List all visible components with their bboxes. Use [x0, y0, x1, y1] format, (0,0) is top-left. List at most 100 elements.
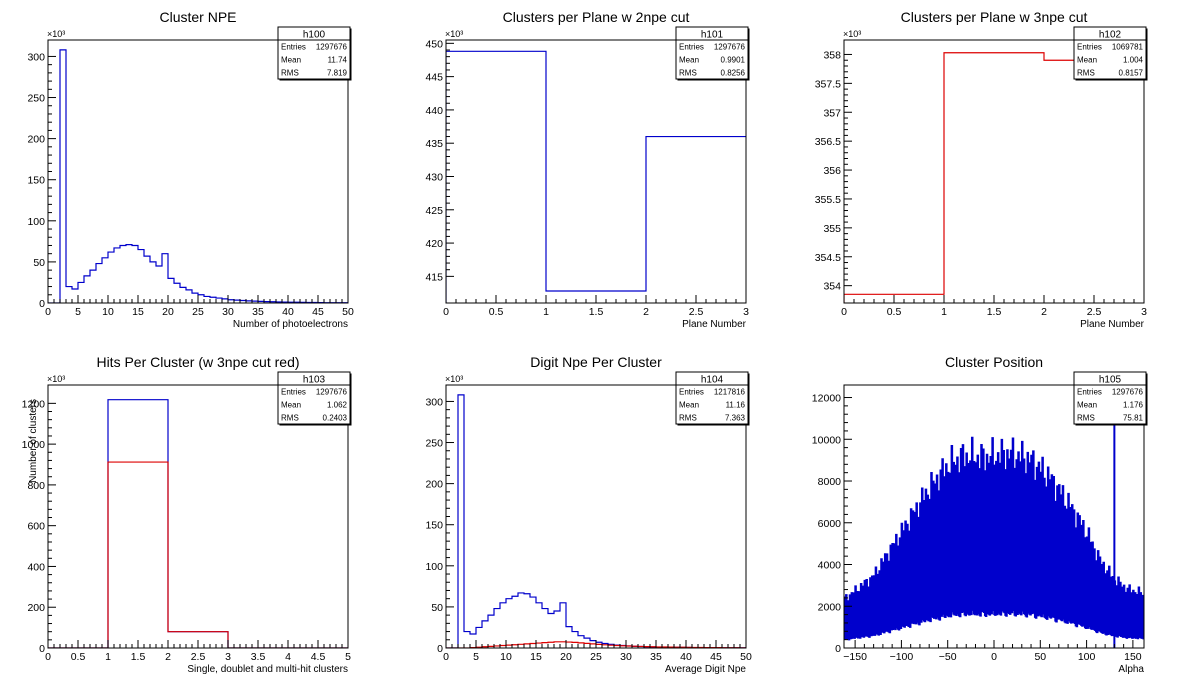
y-tick-label: 250 [27, 93, 45, 105]
x-tick-label: 100 [1078, 651, 1096, 663]
y-tick-label: 357 [823, 107, 841, 119]
stats-label: Entries [281, 388, 306, 397]
y-tick-label: 200 [27, 134, 45, 146]
x-tick-label: 30 [222, 306, 234, 318]
x-tick-label: 45 [710, 651, 722, 663]
y-exponent-label: ×10³ [445, 374, 463, 384]
stats-label: RMS [679, 414, 697, 423]
x-tick-label: 3 [1141, 306, 1147, 318]
y-tick-label: 356 [823, 165, 841, 177]
x-tick-label: 1.5 [987, 306, 1002, 318]
stats-box-name: h100 [303, 30, 326, 41]
x-tick-label: 1 [543, 306, 549, 318]
stats-box-name: h102 [1099, 30, 1122, 41]
y-tick-label: 250 [425, 438, 443, 450]
stats-box: h104 Entries 1217816 Mean 11.16 RMS 7.363 [675, 371, 750, 426]
x-tick-label: 50 [740, 651, 752, 663]
pad-h103: Hits Per Cluster (w 3npe cut red) 0 0.5 1 1.… [0, 345, 398, 690]
x-tick-label: 2.5 [1087, 306, 1102, 318]
y-tick-label: 0 [39, 643, 45, 655]
stats-label: RMS [679, 69, 697, 78]
stats-label: Mean [281, 401, 301, 410]
y-tick-label: 400 [27, 561, 45, 573]
stats-value: 1069781 [1112, 43, 1144, 52]
x-tick-label: 15 [530, 651, 542, 663]
x-tick-label: 150 [1124, 651, 1142, 663]
x-tick-label: 50 [1034, 651, 1046, 663]
x-tick-label: 2 [643, 306, 649, 318]
y-exponent-label: ×10³ [843, 29, 861, 39]
chart-svg: Cluster NPE 0 5 10 15 20 25 30 35 40 45 50 0 50 100 150… [27, 9, 354, 330]
chart-title: Clusters per Plane w 3npe cut [901, 9, 1088, 25]
x-tick-label: −50 [939, 651, 957, 663]
x-tick-label: 40 [282, 306, 294, 318]
stats-label: Entries [1077, 388, 1102, 397]
x-tick-label: 0 [45, 651, 51, 663]
stats-value: 1297676 [1112, 388, 1144, 397]
x-tick-label: 5 [75, 306, 81, 318]
stats-box-frame [675, 371, 749, 425]
x-tick-label: 10 [102, 306, 114, 318]
x-tick-label: 2 [165, 651, 171, 663]
x-tick-label: 0 [841, 306, 847, 318]
y-tick-label: 8000 [818, 476, 842, 488]
x-tick-label: 50 [342, 306, 354, 318]
x-tick-label: 0 [991, 651, 997, 663]
stats-box: h101 Entries 1297676 Mean 0.9901 RMS 0.8256 [675, 26, 750, 81]
stats-box-name: h104 [701, 375, 724, 386]
x-tick-label: 0.5 [71, 651, 86, 663]
stats-value: 1.062 [327, 401, 348, 410]
y-tick-label: 300 [27, 51, 45, 63]
y-tick-label: 1200 [22, 398, 46, 410]
stats-box-name: h103 [303, 375, 326, 386]
x-tick-label: 20 [560, 651, 572, 663]
chart-svg: Clusters per Plane w 2npe cut 0 0.5 1 1.5 2 2.… [425, 9, 750, 330]
y-tick-label: 150 [27, 175, 45, 187]
x-tick-label: 5 [345, 651, 351, 663]
histogram-series-0 [844, 52, 1144, 303]
y-tick-label: 10000 [812, 434, 841, 446]
y-tick-label: 1000 [22, 439, 46, 451]
stats-value: 1.176 [1123, 401, 1144, 410]
stats-value: 75.81 [1123, 414, 1144, 423]
stats-label: RMS [1077, 69, 1095, 78]
chart-title: Digit Npe Per Cluster [530, 354, 662, 370]
y-tick-label: 420 [425, 238, 443, 250]
y-exponent-label: ×10³ [47, 374, 65, 384]
stats-label: RMS [281, 69, 299, 78]
stats-label: Entries [679, 388, 704, 397]
histogram-series-1 [48, 461, 348, 648]
stats-box: h105 Entries 1297676 Mean 1.176 RMS 75.81 [1073, 371, 1148, 426]
stats-label: Entries [1077, 43, 1102, 52]
x-axis-label: Average Digit Npe [665, 664, 746, 675]
x-tick-label: 3 [225, 651, 231, 663]
stats-box-frame [1073, 371, 1147, 425]
chart-svg: Hits Per Cluster (w 3npe cut red) 0 0.5 1 1.… [22, 354, 352, 675]
stats-value: 1297676 [714, 43, 746, 52]
x-tick-label: 10 [500, 651, 512, 663]
y-tick-label: 6000 [818, 518, 842, 530]
y-tick-label: 800 [27, 480, 45, 492]
y-tick-label: 100 [27, 216, 45, 228]
chart-title: Hits Per Cluster (w 3npe cut red) [96, 354, 299, 370]
y-tick-label: 0 [437, 643, 443, 655]
series-group [48, 399, 348, 648]
series-group [844, 52, 1144, 303]
series-group [844, 401, 1144, 648]
chart-title: Cluster NPE [159, 9, 236, 25]
y-tick-label: 415 [425, 271, 443, 283]
x-tick-label: 1 [105, 651, 111, 663]
stats-value: 1.004 [1123, 56, 1144, 65]
y-tick-label: 445 [425, 72, 443, 84]
stats-value: 0.8256 [721, 69, 746, 78]
stats-label: Mean [679, 401, 699, 410]
y-tick-label: 358 [823, 49, 841, 61]
y-tick-label: 600 [27, 521, 45, 533]
y-tick-label: 0 [39, 298, 45, 310]
x-tick-label: 0 [443, 306, 449, 318]
x-axis-label: Alpha [1118, 664, 1144, 675]
y-tick-label: 50 [431, 602, 443, 614]
pad-h101: Clusters per Plane w 2npe cut 0 0.5 1 1.5 2 2.… [398, 0, 796, 345]
x-axis-label: Plane Number [1080, 319, 1145, 330]
